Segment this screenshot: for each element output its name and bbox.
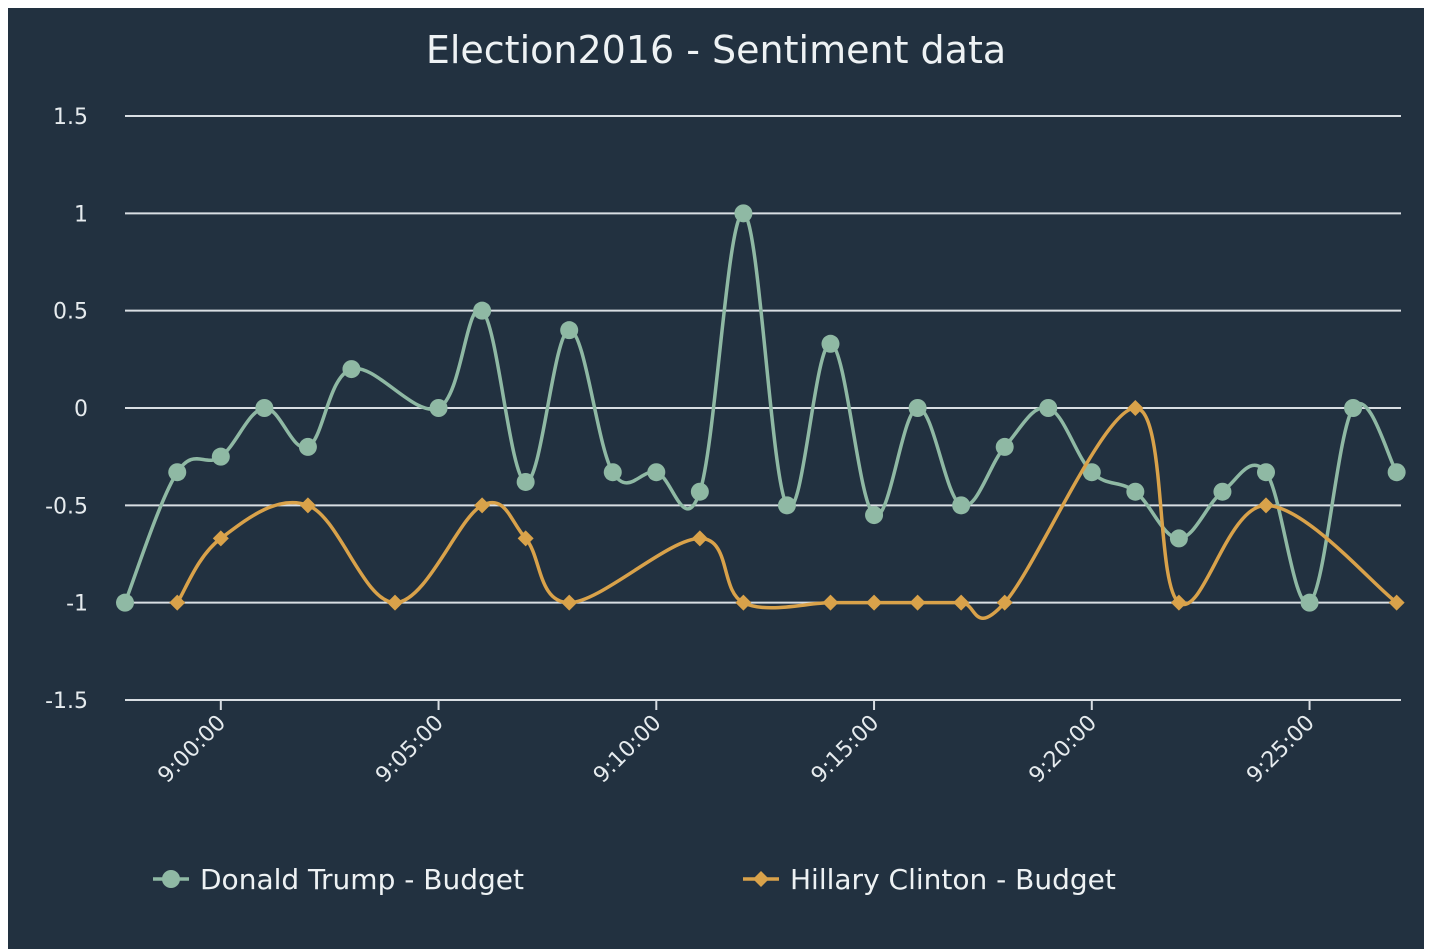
- data-point[interactable]: [212, 530, 229, 547]
- data-point[interactable]: [1213, 482, 1232, 501]
- data-point[interactable]: [734, 204, 753, 223]
- data-point[interactable]: [116, 593, 134, 612]
- chart-panel: Election2016 - Sentiment data 1.5 1 0.5 0 -0…: [8, 8, 1424, 949]
- x-tick-label: 9:00:00: [153, 711, 231, 789]
- legend-diamond-marker: [753, 871, 769, 887]
- data-point[interactable]: [822, 594, 839, 611]
- data-point[interactable]: [1126, 482, 1145, 501]
- x-tick-label: 9:20:00: [1024, 711, 1102, 789]
- data-point[interactable]: [647, 463, 666, 482]
- data-point[interactable]: [299, 497, 316, 514]
- data-point[interactable]: [1082, 463, 1101, 482]
- data-point[interactable]: [1300, 593, 1319, 612]
- data-point[interactable]: [516, 472, 535, 491]
- data-point[interactable]: [996, 594, 1013, 611]
- data-point[interactable]: [953, 594, 970, 611]
- series-donald-trump-budget: [116, 204, 1406, 612]
- series-hillary-clinton-budget: [169, 400, 1405, 620]
- x-tick-label: 9:25:00: [1242, 711, 1320, 789]
- data-point[interactable]: [777, 496, 796, 515]
- data-point[interactable]: [1256, 463, 1275, 482]
- x-tick-label: 9:05:00: [371, 711, 449, 789]
- data-point[interactable]: [168, 463, 187, 482]
- data-point[interactable]: [691, 530, 708, 547]
- legend-label: Donald Trump - Budget: [200, 863, 524, 896]
- y-tick-label: 1: [74, 202, 88, 227]
- series-layer: [116, 204, 1406, 620]
- data-point[interactable]: [1257, 497, 1274, 514]
- legend-circle-marker: [162, 870, 180, 888]
- data-point[interactable]: [1127, 400, 1144, 416]
- data-point[interactable]: [1387, 463, 1406, 482]
- x-tick-label: 9:15:00: [807, 711, 885, 789]
- data-point[interactable]: [298, 437, 317, 456]
- data-point[interactable]: [1170, 594, 1187, 611]
- x-axis-ticks: 9:00:00 9:05:00 9:10:00 9:15:00 9:20:00 9:25:…: [153, 700, 1320, 789]
- legend-item[interactable]: Hillary Clinton - Budget: [743, 863, 1116, 896]
- legend-item[interactable]: Donald Trump - Budget: [153, 863, 524, 896]
- data-point[interactable]: [866, 594, 883, 611]
- data-point[interactable]: [690, 482, 709, 501]
- data-point[interactable]: [255, 399, 274, 417]
- y-tick-label: -1: [66, 592, 88, 617]
- data-point[interactable]: [909, 594, 926, 611]
- data-point[interactable]: [735, 594, 752, 611]
- data-point[interactable]: [474, 497, 491, 514]
- data-point[interactable]: [517, 530, 534, 547]
- legend-label: Hillary Clinton - Budget: [790, 863, 1116, 896]
- data-point[interactable]: [1388, 594, 1405, 611]
- data-point[interactable]: [603, 463, 622, 482]
- y-tick-label: -0.5: [45, 494, 88, 519]
- data-point[interactable]: [952, 496, 971, 515]
- y-axis-ticks: 1.5 1 0.5 0 -0.5 -1 -1.5: [45, 105, 88, 714]
- gridlines: [125, 115, 1401, 701]
- data-point[interactable]: [561, 594, 578, 611]
- data-point[interactable]: [1169, 529, 1188, 548]
- data-point[interactable]: [473, 301, 492, 320]
- data-point[interactable]: [821, 334, 840, 353]
- chart-title: Election2016 - Sentiment data: [426, 28, 1006, 72]
- data-point[interactable]: [211, 447, 230, 466]
- data-point[interactable]: [429, 399, 448, 417]
- y-tick-label: 0: [74, 397, 88, 422]
- y-tick-label: 1.5: [53, 105, 88, 130]
- data-point[interactable]: [169, 594, 186, 611]
- y-tick-label: -1.5: [45, 689, 88, 714]
- data-point[interactable]: [342, 360, 361, 379]
- data-point[interactable]: [1039, 399, 1058, 417]
- y-tick-label: 0.5: [53, 300, 88, 325]
- data-point[interactable]: [865, 506, 884, 525]
- data-point[interactable]: [995, 437, 1014, 456]
- data-point[interactable]: [387, 594, 404, 611]
- data-point[interactable]: [908, 399, 927, 417]
- x-tick-label: 9:10:00: [589, 711, 667, 789]
- chart-svg: Election2016 - Sentiment data 1.5 1 0.5 0 -0…: [45, 28, 1406, 896]
- data-point[interactable]: [1344, 399, 1363, 417]
- legend[interactable]: Donald Trump - Budget Hillary Clinton - B…: [153, 863, 1116, 896]
- data-point[interactable]: [560, 321, 579, 340]
